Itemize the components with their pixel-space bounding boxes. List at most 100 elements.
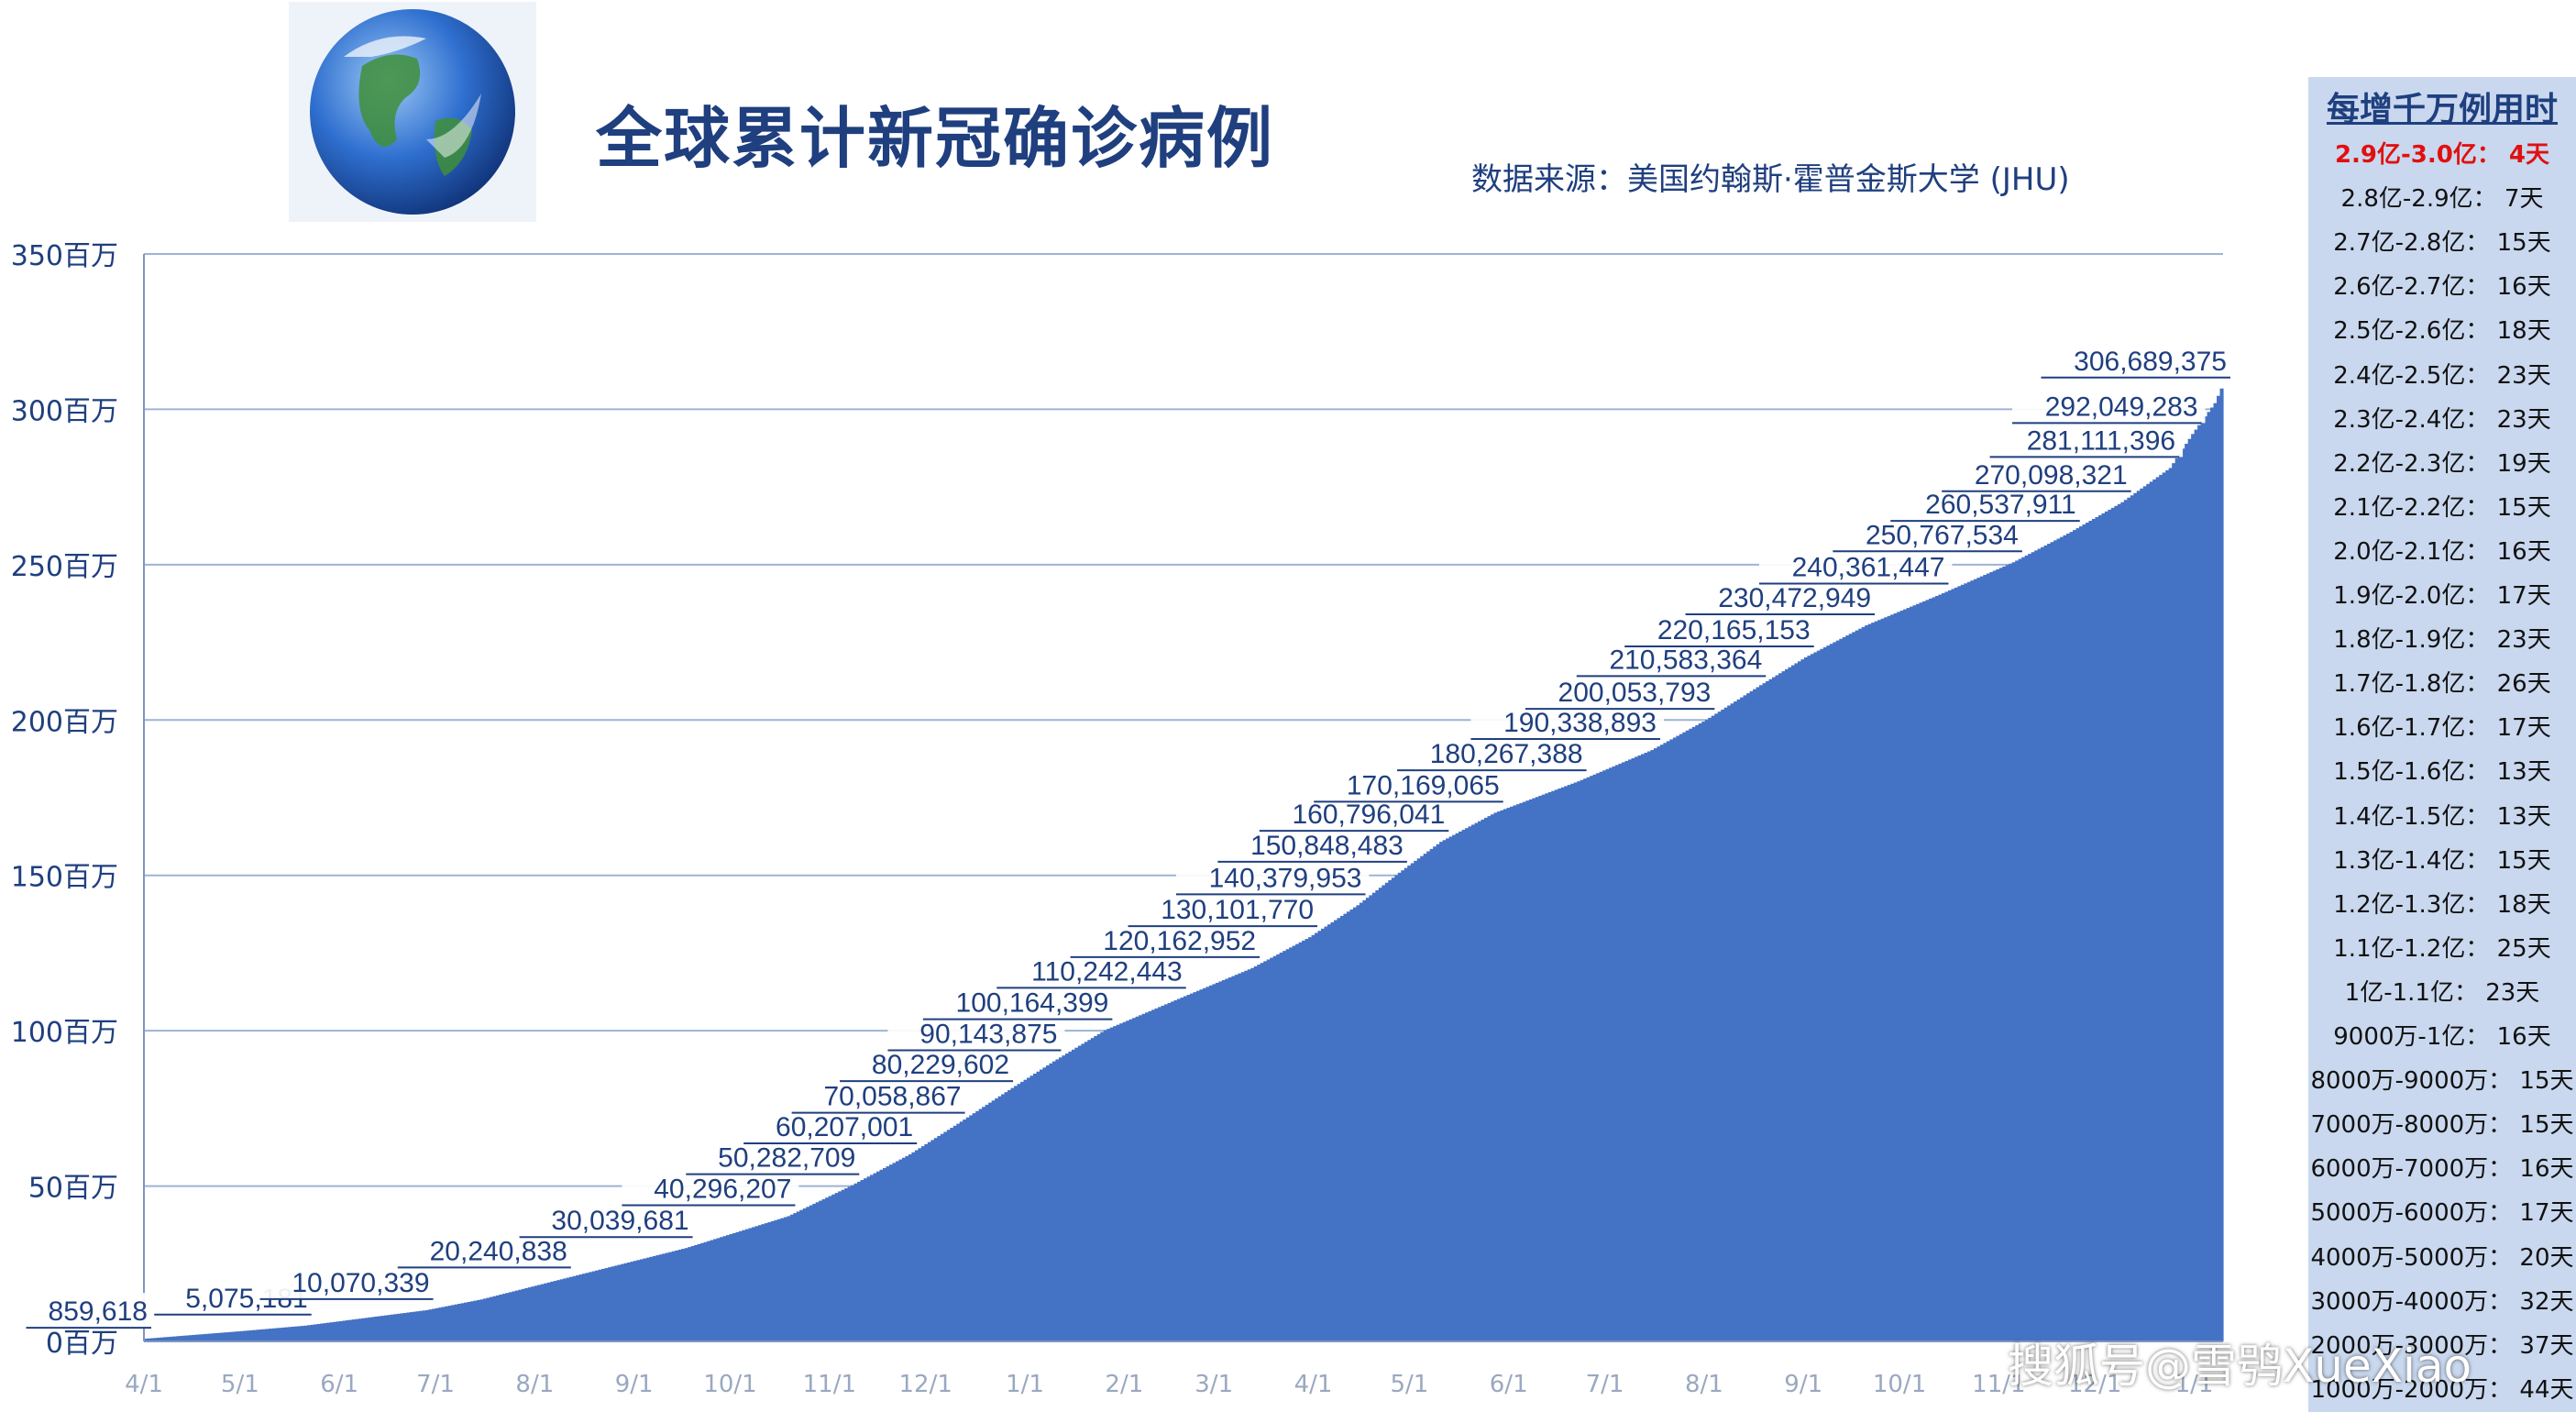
bar bbox=[1794, 663, 1799, 1341]
bar bbox=[681, 1249, 686, 1341]
bar bbox=[901, 1157, 907, 1341]
side-row-days: 16天 bbox=[2512, 1155, 2574, 1184]
data-label-group: 240,361,447 bbox=[1758, 548, 1953, 585]
bar bbox=[505, 1293, 510, 1341]
bar bbox=[2219, 388, 2224, 1342]
bar bbox=[1292, 945, 1296, 1341]
bar bbox=[1874, 621, 1878, 1341]
bar bbox=[815, 1202, 820, 1341]
bar bbox=[217, 1332, 222, 1341]
side-panel-row: 1.7亿-1.8亿： 26天 bbox=[2308, 665, 2576, 699]
bar bbox=[1637, 755, 1642, 1341]
data-label-group: 306,689,375 bbox=[2041, 342, 2234, 379]
bar bbox=[1788, 667, 1792, 1341]
bar bbox=[703, 1241, 708, 1341]
bar bbox=[1567, 785, 1571, 1341]
bar bbox=[1762, 683, 1767, 1341]
bar bbox=[988, 1102, 993, 1341]
x-tick-label: 6/1 bbox=[1490, 1371, 1528, 1398]
bar bbox=[1272, 955, 1277, 1341]
bar bbox=[604, 1268, 609, 1341]
bar bbox=[1154, 1008, 1159, 1341]
bar bbox=[1151, 1009, 1156, 1341]
bar bbox=[409, 1312, 413, 1341]
bar bbox=[1240, 972, 1245, 1341]
bar bbox=[1708, 717, 1712, 1341]
bar bbox=[1659, 745, 1664, 1341]
bar bbox=[1813, 652, 1818, 1341]
bar bbox=[185, 1335, 190, 1341]
side-row-range: 1.6亿-1.7亿： bbox=[2333, 714, 2490, 743]
data-label: 220,165,153 bbox=[1657, 615, 1811, 645]
bar bbox=[1234, 975, 1238, 1341]
bar bbox=[1378, 888, 1382, 1341]
bar bbox=[1877, 620, 1882, 1341]
side-panel-row: 1.2亿-1.3亿： 18天 bbox=[2308, 886, 2576, 920]
bar bbox=[1414, 860, 1418, 1341]
bar bbox=[729, 1234, 733, 1341]
bar bbox=[1289, 947, 1294, 1341]
side-panel-row: 1.6亿-1.7亿： 17天 bbox=[2308, 709, 2576, 743]
bar bbox=[1109, 1027, 1114, 1341]
data-label: 859,618 bbox=[49, 1296, 148, 1327]
bar bbox=[1106, 1029, 1111, 1341]
data-label-box bbox=[840, 1046, 1018, 1082]
side-panel-row: 1亿-1.1亿： 23天 bbox=[2308, 974, 2576, 1008]
bar bbox=[393, 1314, 398, 1341]
bar bbox=[864, 1178, 868, 1341]
bar bbox=[789, 1214, 794, 1341]
bar bbox=[985, 1104, 989, 1341]
data-label: 160,796,041 bbox=[1292, 800, 1445, 830]
bar bbox=[1346, 911, 1351, 1341]
bar bbox=[368, 1317, 372, 1341]
x-tick-label: 9/1 bbox=[1784, 1371, 1822, 1398]
bar bbox=[2168, 468, 2173, 1341]
bar bbox=[1701, 722, 1706, 1341]
bar bbox=[636, 1260, 641, 1341]
bar bbox=[2066, 533, 2071, 1341]
bar bbox=[1448, 836, 1453, 1341]
bar bbox=[2088, 521, 2093, 1341]
bar bbox=[1081, 1043, 1085, 1341]
bar bbox=[883, 1167, 887, 1341]
bar bbox=[940, 1133, 944, 1341]
bar bbox=[1532, 798, 1536, 1341]
bar bbox=[447, 1306, 452, 1341]
data-label: 90,143,875 bbox=[919, 1020, 1057, 1050]
bar bbox=[1704, 720, 1709, 1341]
bar bbox=[450, 1305, 456, 1341]
bar bbox=[952, 1125, 957, 1341]
bar bbox=[585, 1273, 589, 1341]
bar bbox=[1634, 756, 1639, 1341]
bar bbox=[2127, 497, 2131, 1341]
bar bbox=[179, 1336, 183, 1341]
data-label: 30,039,681 bbox=[551, 1206, 688, 1236]
bar bbox=[1657, 746, 1661, 1341]
bar bbox=[873, 1173, 877, 1341]
x-tick-label: 12/1 bbox=[2068, 1371, 2121, 1398]
data-label-box bbox=[1685, 579, 1879, 615]
bar bbox=[1317, 931, 1322, 1341]
bar bbox=[1218, 981, 1223, 1341]
bar bbox=[825, 1197, 830, 1341]
data-label-group: 130,101,770 bbox=[1128, 891, 1322, 928]
bar bbox=[1183, 996, 1188, 1341]
data-label: 250,767,534 bbox=[1866, 520, 2019, 550]
bar bbox=[2130, 495, 2134, 1341]
bar bbox=[495, 1295, 500, 1341]
side-row-range: 7000万-8000万： bbox=[2310, 1111, 2513, 1140]
bar bbox=[1339, 915, 1345, 1341]
data-label-group: 30,039,681 bbox=[519, 1202, 697, 1239]
bar bbox=[598, 1269, 602, 1341]
bar bbox=[860, 1180, 864, 1341]
data-label-box bbox=[1833, 516, 2026, 552]
bar bbox=[1074, 1047, 1079, 1341]
bar bbox=[1890, 614, 1895, 1341]
data-label-group: 250,767,534 bbox=[1833, 516, 2026, 553]
side-row-range: 1.7亿-1.8亿： bbox=[2333, 670, 2490, 699]
data-label-group: 40,296,207 bbox=[622, 1170, 799, 1207]
side-panel-row: 2.9亿-3.0亿： 4天 bbox=[2308, 136, 2576, 170]
bar bbox=[1186, 995, 1191, 1341]
bar bbox=[576, 1274, 580, 1341]
bar bbox=[1583, 778, 1588, 1341]
